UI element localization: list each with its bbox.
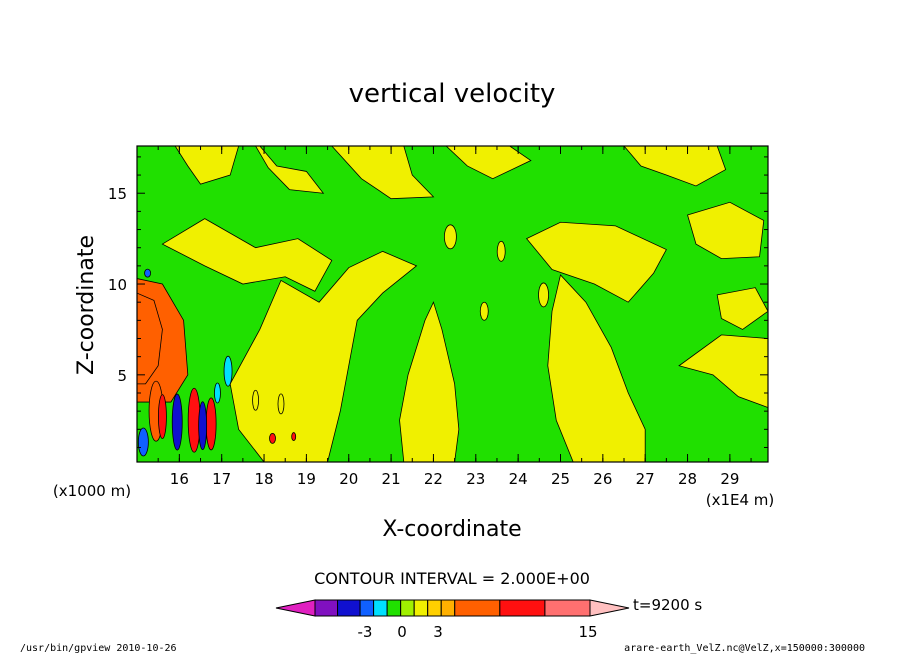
colorbar-cell (544, 599, 591, 617)
contour-region (229, 250, 418, 462)
contour-region (496, 240, 506, 262)
contour-region (205, 397, 217, 451)
x-tick-label: 21 (382, 470, 401, 488)
contour-region (223, 355, 233, 387)
x-tick-label: 24 (509, 470, 528, 488)
colorbar-low-arrow (275, 599, 316, 617)
colorbar-cell (499, 599, 546, 617)
colorbar-cell (359, 599, 375, 617)
colorbar-tick-label: -3 (358, 623, 373, 641)
x-tick-label: 17 (212, 470, 231, 488)
x-tick-label: 18 (255, 470, 274, 488)
footer-left: /usr/bin/gpview 2010-10-26 (20, 643, 177, 654)
footer-right: arare-earth_VelZ.nc@VelZ,x=150000:300000 (624, 643, 865, 654)
contour-region (525, 221, 667, 303)
contour-region (174, 146, 240, 185)
contour-region (547, 274, 646, 462)
x-tick-label: 28 (678, 470, 697, 488)
time-label: t=9200 s (633, 596, 702, 614)
contour-region (161, 218, 333, 292)
y-unit-label: (x1000 m) (53, 482, 131, 500)
contour-region (399, 301, 460, 462)
contour-region (445, 146, 532, 180)
x-tick-label: 25 (551, 470, 570, 488)
x-axis-label: X-coordinate (382, 517, 521, 542)
colorbar-cell (386, 599, 402, 617)
contour-region (198, 401, 208, 451)
y-tick-label: 5 (117, 367, 127, 385)
contour-region (623, 146, 727, 187)
chart-title: vertical velocity (349, 79, 556, 109)
colorbar-cell (440, 599, 456, 617)
colorbar-cell (400, 599, 415, 617)
contour-region (331, 146, 435, 200)
contour-region (716, 287, 768, 330)
colorbar-cell (337, 599, 361, 617)
y-axis: 5 10 15 (108, 156, 768, 448)
contour-region (277, 393, 285, 415)
contour-region (214, 382, 221, 404)
contour-region (144, 268, 151, 278)
x-tick-label: 29 (720, 470, 739, 488)
x-axis: 16 17 18 19 20 21 22 23 24 25 26 27 28 29 (157, 146, 752, 488)
contour-region (678, 334, 768, 408)
colorbar-cell (373, 599, 388, 617)
x-tick-label: 20 (339, 470, 358, 488)
contour-region (252, 389, 259, 411)
contour-region (255, 146, 325, 194)
x-tick-label: 23 (466, 470, 485, 488)
contour-interval-label: CONTOUR INTERVAL = 2.000E+00 (314, 569, 590, 588)
colorbar-tick-label: 0 (397, 623, 407, 641)
y-axis-label: Z-coordinate (74, 235, 99, 375)
colorbar-tick-label: 15 (578, 623, 597, 641)
colorbar: -3 0 3 15 (275, 599, 630, 641)
contour-region (269, 432, 276, 444)
contour-field (137, 146, 768, 462)
contour-region (171, 393, 183, 451)
colorbar-high-arrow (589, 599, 630, 617)
plot-frame (136, 145, 769, 463)
colorbar-cell (427, 599, 442, 617)
colorbar-cell (413, 599, 429, 617)
contour-regions (137, 146, 768, 462)
colorbar-cell (314, 599, 339, 617)
x-tick-label: 27 (636, 470, 655, 488)
contour-region (158, 394, 167, 439)
contour-region (538, 282, 549, 308)
y-tick-label: 10 (108, 276, 127, 294)
x-tick-label: 16 (170, 470, 189, 488)
contour-region (443, 224, 457, 250)
y-tick-label: 15 (108, 185, 127, 203)
colorbar-cell (454, 599, 501, 617)
contour-region (687, 201, 765, 260)
contour-region (137, 427, 149, 457)
x-tick-label: 22 (424, 470, 443, 488)
x-unit-label: (x1E4 m) (706, 491, 775, 509)
contour-region (291, 432, 297, 441)
x-tick-label: 19 (297, 470, 316, 488)
x-tick-label: 26 (593, 470, 612, 488)
contour-region (479, 301, 489, 321)
colorbar-tick-label: 3 (433, 623, 443, 641)
contour-region (137, 292, 163, 385)
